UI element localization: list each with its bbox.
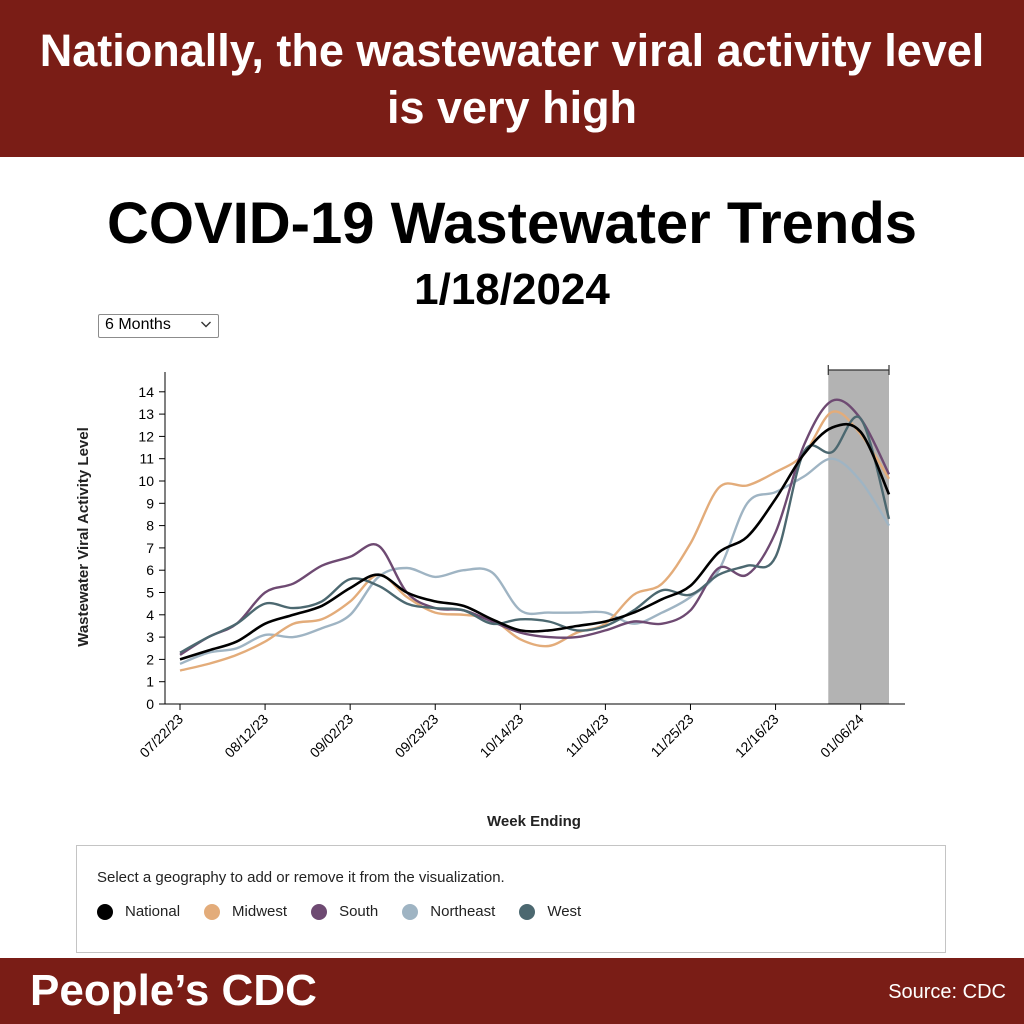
legend-swatch [402, 903, 419, 920]
axes-group [159, 372, 905, 710]
series-line-west [179, 415, 891, 654]
legend-label: Northeast [430, 903, 496, 920]
x-tick-label: 11/25/23 [647, 711, 696, 760]
headline-banner: Nationally, the wastewater viral activit… [0, 0, 1024, 157]
y-tick-label: 4 [146, 607, 154, 623]
series-line-midwest [179, 410, 891, 672]
series-line-national [179, 422, 891, 661]
y-tick-label: 11 [139, 451, 154, 467]
legend-panel: Select a geography to add or remove it f… [76, 845, 946, 953]
legend-item-northeast[interactable]: Northeast [402, 903, 495, 920]
y-tick-label: 3 [146, 629, 154, 645]
legend-swatch [97, 903, 113, 920]
x-tick-label: 12/16/23 [732, 711, 782, 761]
x-tick-label: 09/23/23 [392, 711, 442, 761]
y-tick-label: 0 [146, 696, 154, 712]
y-tick-label: 14 [138, 384, 154, 400]
legend-item-south[interactable]: South [311, 903, 378, 920]
y-tick-label: 5 [146, 585, 154, 601]
x-tick-label: 10/14/23 [477, 711, 527, 761]
legend-items: National Midwest South Northeast West [97, 903, 605, 920]
x-tick-label: 07/22/23 [136, 711, 186, 761]
chart-title: COVID-19 Wastewater Trends [106, 191, 918, 256]
y-tick-label: 12 [138, 428, 154, 444]
legend-label: West [547, 903, 582, 920]
legend-label: South [339, 903, 379, 920]
x-tick-label: 09/02/23 [306, 711, 356, 761]
legend-item-west[interactable]: West [519, 903, 581, 920]
y-tick-label: 1 [146, 674, 154, 690]
series-line-northeast [179, 457, 891, 666]
x-axis-title: Week Ending [487, 813, 581, 830]
footer-banner: People’s CDC Source: CDC [0, 958, 1024, 1024]
source-credit: Source: CDC [888, 981, 1006, 1003]
legend-swatch [519, 903, 536, 920]
y-tick-label: 7 [146, 540, 154, 556]
legend-label: National [125, 903, 181, 920]
y-tick-label: 2 [146, 651, 154, 667]
x-tick-label: 11/04/23 [562, 711, 611, 760]
y-tick-label: 9 [146, 495, 154, 511]
x-tick-label: 01/06/24 [817, 711, 867, 761]
y-tick-label: 10 [138, 473, 154, 489]
chevron-down-icon [201, 321, 211, 328]
legend-item-midwest[interactable]: Midwest [204, 903, 287, 920]
y-axis-title: Wastewater Viral Activity Level [75, 427, 92, 647]
time-range-value: 6 Months [105, 316, 171, 333]
chart-date: 1/18/2024 [414, 265, 610, 314]
legend-label: Midwest [232, 903, 288, 920]
legend-swatch [311, 903, 328, 920]
legend-swatch [204, 903, 221, 920]
x-tick-label: 08/12/23 [221, 711, 271, 761]
legend-item-national[interactable]: National [97, 903, 180, 920]
series-lines-group [179, 398, 891, 672]
brand-logo-text: People’s CDC [30, 966, 317, 1015]
series-line-south [179, 398, 891, 656]
highlight-band [828, 370, 889, 704]
legend-hint: Select a geography to add or remove it f… [97, 869, 505, 886]
y-tick-label: 8 [146, 518, 154, 534]
headline-text: Nationally, the wastewater viral activit… [39, 24, 985, 133]
time-range-select[interactable]: 6 Months [98, 314, 219, 338]
y-tick-label: 13 [138, 406, 154, 422]
y-tick-label: 6 [146, 562, 154, 578]
